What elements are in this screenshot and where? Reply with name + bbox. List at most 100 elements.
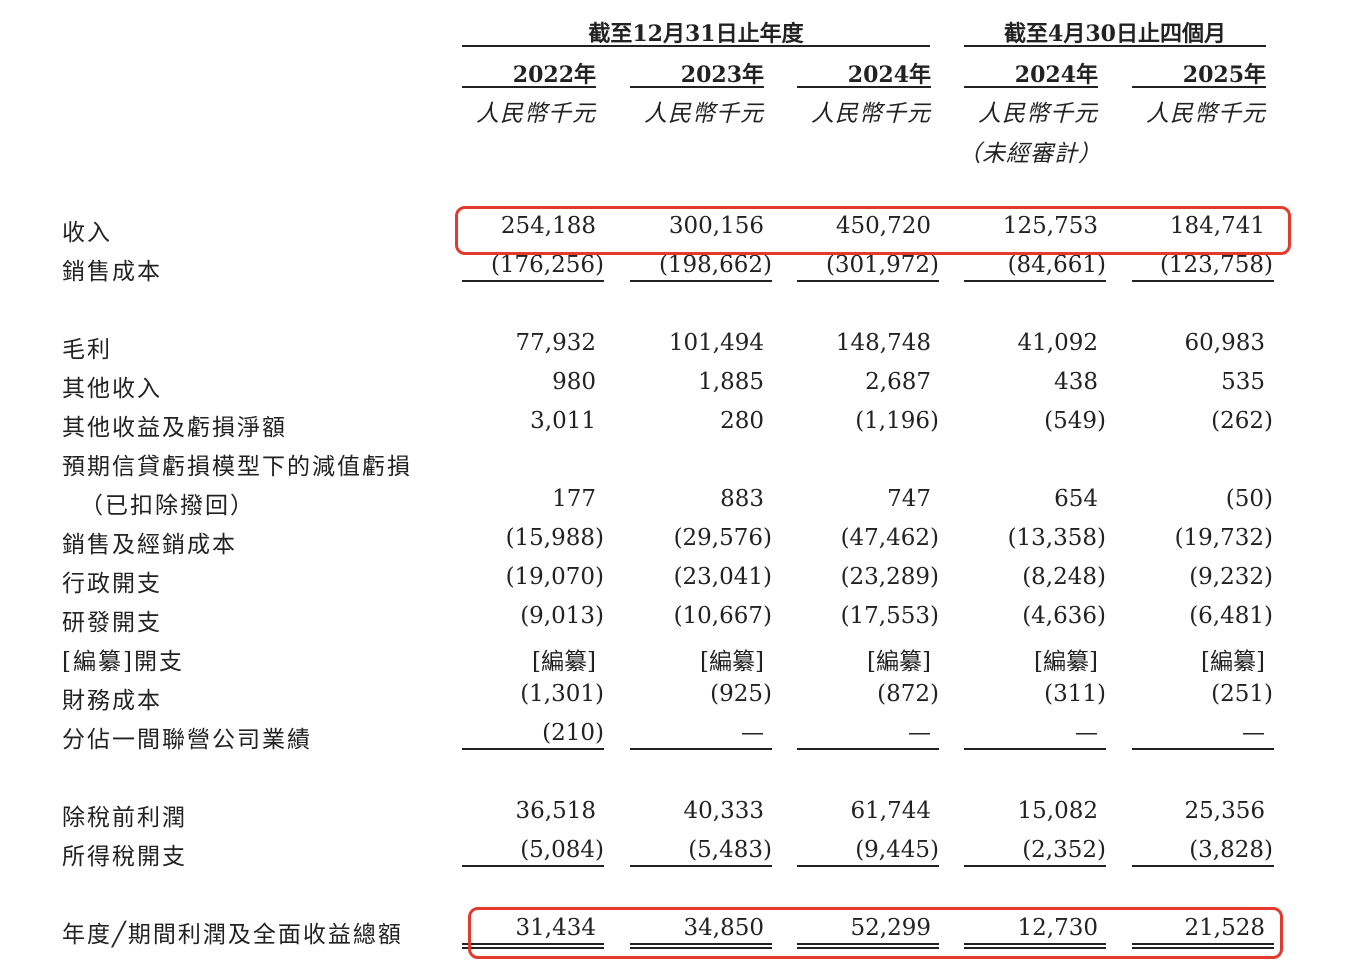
cell-other-income-col3: 2,687	[865, 369, 931, 395]
row-label-rd-expenses: 研發開支	[62, 610, 162, 636]
row-label-income-tax-expense: 所得稅開支	[62, 844, 187, 870]
cell-gross-profit-col1: 77,932	[515, 330, 596, 356]
cell-profit-before-tax-col5: 25,356	[1184, 798, 1265, 824]
cell-selling-distribution-costs-col1: (15,988)	[505, 525, 604, 551]
cell-finance-costs-col5: (251)	[1211, 681, 1273, 707]
double-rule-total-col5	[1132, 943, 1274, 949]
cell-ecl-impairment-net-col4: 654	[1054, 486, 1098, 512]
cell-gross-profit-col2: 101,494	[668, 330, 764, 356]
cell-profit-before-tax-col1: 36,518	[515, 798, 596, 824]
row-label-administrative-expenses: 行政開支	[62, 571, 162, 597]
cell-share-of-associate-results-col3: —	[908, 720, 931, 746]
rule-after-income-tax-col5	[1132, 865, 1274, 867]
column-unit-2024-four-months: 人民幣千元	[978, 101, 1098, 127]
cell-other-income-col1: 980	[552, 369, 596, 395]
cell-other-income-col2: 1,885	[698, 369, 764, 395]
column-rule-2025	[1132, 86, 1266, 88]
column-year-2024-four-months: 2024年	[1014, 62, 1098, 88]
cell-gross-profit-col5: 60,983	[1184, 330, 1265, 356]
cell-income-tax-expense-col3: (9,445)	[855, 837, 939, 863]
cell-selling-distribution-costs-col4: (13,358)	[1007, 525, 1106, 551]
cell-other-gains-losses-col3: (1,196)	[855, 408, 939, 434]
cell-total-comprehensive-income-col3: 52,299	[850, 915, 931, 941]
cell-selling-distribution-costs-col3: (47,462)	[840, 525, 939, 551]
cell-other-income-col4: 438	[1054, 369, 1098, 395]
revenue-highlight-box	[455, 206, 1291, 255]
cell-redacted-expenses-col2: [編纂]	[700, 649, 764, 675]
cell-redacted-expenses-col3: [編纂]	[867, 649, 931, 675]
cell-ecl-impairment-net-col1: 177	[552, 486, 596, 512]
cell-cost-of-sales-col4: (84,661)	[1007, 252, 1106, 278]
row-label-cost-of-sales: 銷售成本	[62, 259, 162, 285]
column-rule-2022	[462, 86, 596, 88]
cell-cost-of-sales-col5: (123,758)	[1159, 252, 1273, 278]
cell-share-of-associate-results-col2: —	[741, 720, 764, 746]
rule-after-income-tax-col4	[964, 865, 1106, 867]
rule-after-income-tax-col2	[630, 865, 772, 867]
cell-redacted-expenses-col5: [編纂]	[1201, 649, 1265, 675]
column-unit-2023: 人民幣千元	[644, 101, 764, 127]
cell-profit-before-tax-col3: 61,744	[850, 798, 931, 824]
cell-selling-distribution-costs-col2: (29,576)	[673, 525, 772, 551]
column-year-2022: 2022年	[512, 62, 596, 88]
column-unit-2025: 人民幣千元	[1146, 101, 1266, 127]
cell-gross-profit-col3: 148,748	[835, 330, 931, 356]
cell-other-gains-losses-col1: 3,011	[530, 408, 596, 434]
cell-other-gains-losses-col5: (262)	[1211, 408, 1273, 434]
cell-ecl-impairment-net-col3: 747	[887, 486, 931, 512]
cell-revenue-col3: 450,720	[835, 213, 931, 239]
rule-after-cost-of-sales-col5	[1132, 280, 1274, 282]
cell-ecl-impairment-net-col5: (50)	[1225, 486, 1273, 512]
cell-share-of-associate-results-col5: —	[1242, 720, 1265, 746]
column-year-2024: 2024年	[847, 62, 931, 88]
rule-after-cost-of-sales-col2	[630, 280, 772, 282]
cell-rd-expenses-col2: (10,667)	[673, 603, 772, 629]
cell-administrative-expenses-col4: (8,248)	[1022, 564, 1106, 590]
cell-income-tax-expense-col5: (3,828)	[1189, 837, 1273, 863]
row-label-revenue: 收入	[62, 220, 112, 246]
cell-administrative-expenses-col2: (23,041)	[673, 564, 772, 590]
cell-redacted-expenses-col1: [編纂]	[532, 649, 596, 675]
row-label-gross-profit: 毛利	[62, 337, 112, 363]
cell-rd-expenses-col5: (6,481)	[1189, 603, 1273, 629]
cell-administrative-expenses-col1: (19,070)	[505, 564, 604, 590]
header-group-four-months-rule	[964, 45, 1266, 47]
column-rule-2024	[797, 86, 931, 88]
cell-administrative-expenses-col5: (9,232)	[1189, 564, 1273, 590]
row-label-other-income: 其他收入	[62, 376, 162, 402]
header-group-four-months: 截至4月30日止四個月	[1004, 21, 1226, 47]
cell-rd-expenses-col1: (9,013)	[520, 603, 604, 629]
header-group-full-year: 截至12月31日止年度	[588, 21, 804, 47]
cell-total-comprehensive-income-col5: 21,528	[1184, 915, 1265, 941]
cell-income-tax-expense-col4: (2,352)	[1022, 837, 1106, 863]
cell-income-tax-expense-col1: (5,084)	[520, 837, 604, 863]
double-rule-total-col2	[630, 943, 772, 949]
rule-after-income-tax-col3	[797, 865, 939, 867]
double-rule-total-col1	[462, 943, 604, 949]
rule-after-cost-of-sales-col3	[797, 280, 939, 282]
cell-revenue-col5: 184,741	[1169, 213, 1265, 239]
cell-selling-distribution-costs-col5: (19,732)	[1174, 525, 1273, 551]
row-label-redacted-expenses: [編纂]開支	[62, 649, 184, 675]
double-rule-total-col4	[964, 943, 1106, 949]
double-rule-total-col3	[797, 943, 939, 949]
column-rule-2024-four-months	[964, 86, 1098, 88]
row-label-ecl-impairment-label: 預期信貸虧損模型下的減值虧損	[62, 454, 412, 480]
cell-other-income-col5: 535	[1221, 369, 1265, 395]
row-label-profit-before-tax: 除稅前利潤	[62, 805, 187, 831]
rule-after-associate-col2	[630, 748, 772, 750]
cell-ecl-impairment-net-col2: 883	[720, 486, 764, 512]
row-label-ecl-impairment-net: （已扣除撥回）	[80, 493, 255, 519]
rule-after-cost-of-sales-col4	[964, 280, 1106, 282]
cell-share-of-associate-results-col4: —	[1075, 720, 1098, 746]
cell-total-comprehensive-income-col4: 12,730	[1017, 915, 1098, 941]
cell-gross-profit-col4: 41,092	[1017, 330, 1098, 356]
header-group-full-year-rule	[462, 45, 930, 47]
cell-cost-of-sales-col3: (301,972)	[825, 252, 939, 278]
rule-after-associate-col5	[1132, 748, 1274, 750]
row-label-finance-costs: 財務成本	[62, 688, 162, 714]
rule-after-associate-col4	[964, 748, 1106, 750]
cell-other-gains-losses-col4: (549)	[1044, 408, 1106, 434]
column-year-2023: 2023年	[680, 62, 764, 88]
cell-finance-costs-col3: (872)	[877, 681, 939, 707]
